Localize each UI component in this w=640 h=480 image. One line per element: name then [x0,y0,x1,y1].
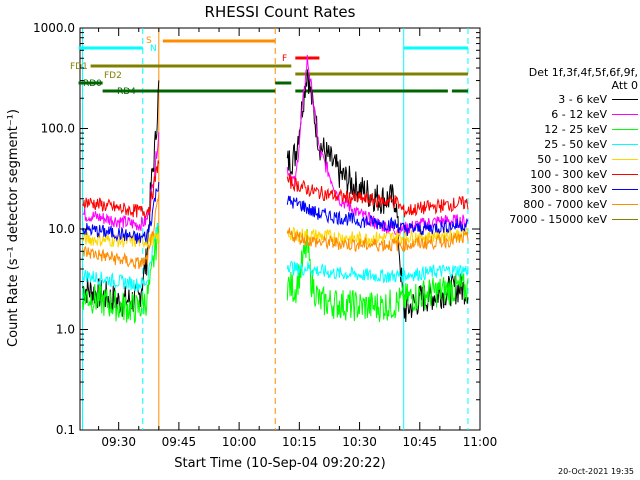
legend-header-line-2: Att 0 [611,79,638,92]
y-tick-label-2: 10.0 [48,222,75,236]
x-tick-label-5: 10:45 [402,435,437,449]
flag-label-s: S [146,36,152,46]
series-line-2-0 [82,223,160,324]
legend-item-label: 3 - 6 keV [558,93,607,106]
y-axis-label: Count Rate (s⁻¹ detector segment⁻¹) [6,109,21,347]
flag-label-n: N [150,44,157,54]
legend-item-label: 7000 - 15000 keV [509,213,607,226]
series-line-3-1 [286,260,469,283]
legend-swatch [612,174,638,175]
legend-swatch [612,99,638,100]
legend-swatch [612,204,638,205]
legend-item: 25 - 50 keV [480,137,638,152]
legend-item: 6 - 12 keV [480,107,638,122]
series-line-2-1 [286,229,469,323]
legend-item: 100 - 300 keV [480,167,638,182]
y-axis: 0.1 1.0 10.0 100.0 1000.0 [33,21,480,437]
legend-item: 800 - 7000 keV [480,197,638,212]
legend: Det 1f,3f,4f,5f,6f,9f, Att 0 3 - 6 keV 6 … [480,66,638,227]
legend-swatch [612,189,638,190]
legend-item-label: 25 - 50 keV [544,138,607,151]
legend-item: 50 - 100 keV [480,152,638,167]
legend-item-label: 50 - 100 keV [537,153,607,166]
series-line-3-0 [82,223,160,292]
x-tick-label-2: 10:00 [222,435,257,449]
x-axis-label: Start Time (10-Sep-04 09:20:22) [174,456,385,471]
x-tick-label-1: 09:45 [162,435,197,449]
flag-label-fd1: FD1 [70,62,88,72]
legend-item: 300 - 800 keV [480,182,638,197]
x-tick-label-3: 10:15 [282,435,317,449]
x-axis: 09:30 09:45 10:00 10:15 10:30 10:45 11:00 [98,28,498,449]
x-tick-label-6: 11:00 [463,435,498,449]
y-tick-label-3: 100.0 [41,122,75,136]
legend-swatch [612,159,638,160]
legend-swatch [612,144,638,145]
chart-title: RHESSI Count Rates [205,3,356,21]
series-line-5-1 [286,174,469,218]
legend-swatch [612,129,638,130]
series-line-0-1 [286,69,469,323]
legend-item-label: 6 - 12 keV [551,108,607,121]
x-tick-label-4: 10:30 [342,435,377,449]
y-tick-label-4: 1000.0 [33,21,75,35]
legend-header-line-1: Det 1f,3f,4f,5f,6f,9f, [528,66,638,79]
legend-swatch [612,114,638,115]
flag-label-fd2: FD2 [104,71,122,81]
legend-item: 7000 - 15000 keV [480,212,638,227]
legend-item-label: 100 - 300 keV [530,168,607,181]
series-line-1-0 [82,132,160,231]
legend-item: 12 - 25 keV [480,122,638,137]
legend-swatch [612,219,638,220]
series-line-7-0 [82,194,160,270]
series-line-6-1 [286,195,469,236]
series-line-6-0 [82,181,160,244]
y-tick-label-1: 1.0 [56,323,75,337]
series-line-7-1 [286,227,469,253]
legend-item: 3 - 6 keV [480,92,638,107]
flag-label-rd0: RD0 [83,79,102,89]
y-tick-label-0: 0.1 [56,423,75,437]
legend-item-label: 12 - 25 keV [544,123,607,136]
flag-label-f: F [282,54,287,64]
legend-item-label: 800 - 7000 keV [523,198,607,211]
series-line-5-0 [82,160,160,219]
flag-label-rd4: RD4 [117,87,136,97]
generation-timestamp: 20-Oct-2021 19:35 [558,467,634,476]
legend-item-label: 300 - 800 keV [530,183,607,196]
x-tick-label-0: 09:30 [101,435,136,449]
